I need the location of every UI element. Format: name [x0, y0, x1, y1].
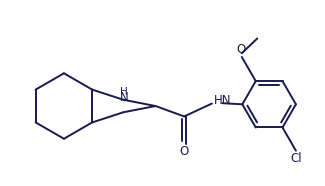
- Text: Cl: Cl: [291, 152, 302, 165]
- Text: N: N: [120, 91, 128, 104]
- Text: O: O: [180, 145, 189, 158]
- Text: HN: HN: [214, 94, 231, 107]
- Text: O: O: [237, 43, 246, 56]
- Text: H: H: [120, 87, 128, 97]
